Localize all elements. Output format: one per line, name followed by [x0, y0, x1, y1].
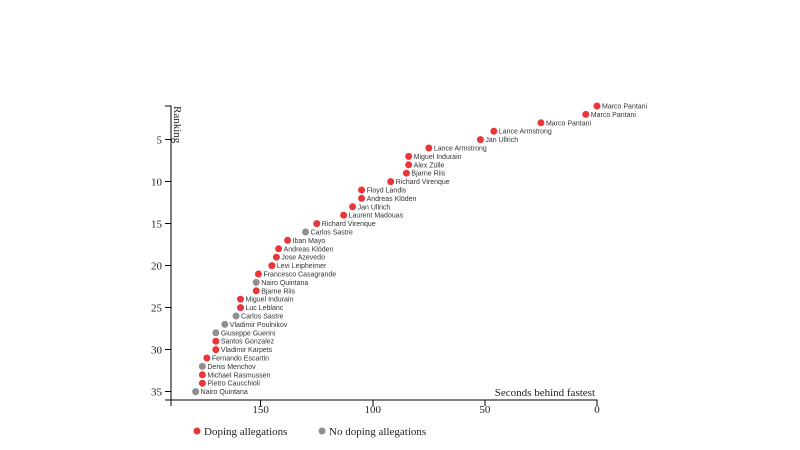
point — [476, 136, 484, 144]
point — [405, 161, 413, 169]
x-tick-label: 0 — [594, 404, 600, 416]
point-label: Miguel Indurain — [246, 297, 294, 304]
y-axis — [165, 105, 172, 401]
point-label: Levi Leipheimer — [277, 263, 327, 270]
point-label: Luc Leblanc — [246, 305, 284, 312]
point — [284, 236, 292, 244]
point — [192, 388, 200, 396]
point-label: Andreas Klöden — [367, 196, 417, 203]
point — [402, 169, 410, 177]
point-label: Nairo Quintana — [261, 280, 308, 287]
point-label: Giuseppe Guerini — [221, 330, 276, 337]
point-label: Carlos Sastre — [241, 314, 284, 321]
point-label: Marco Pantani — [602, 104, 648, 111]
legend-marker — [193, 427, 201, 435]
point — [593, 102, 601, 110]
point-label: Michael Rasmussen — [207, 372, 270, 379]
point — [405, 152, 413, 160]
point — [198, 371, 206, 379]
point — [237, 295, 245, 303]
point-label: Nairo Quintana — [201, 389, 248, 396]
point — [232, 312, 240, 320]
point-label: Andreas Klöden — [284, 246, 334, 253]
x-axis — [170, 399, 598, 406]
y-tick-label: 10 — [151, 177, 163, 189]
y-tick-label: 20 — [151, 261, 163, 273]
point-label: Laurent Madouas — [349, 213, 404, 220]
y-axis-label: Ranking — [171, 106, 183, 144]
point-label: Vladimir Poulnikov — [230, 322, 288, 329]
point-label: Alex Zülle — [414, 162, 445, 169]
point-label: Francesco Casagrande — [263, 272, 336, 279]
point — [387, 178, 395, 186]
point-label: Pietro Caucchioli — [207, 381, 260, 388]
point-label: Jose Azevedo — [281, 255, 325, 262]
y-tick-label: 5 — [157, 135, 163, 147]
point-label: Bjarne Riis — [261, 288, 295, 295]
point — [221, 320, 229, 328]
point — [358, 186, 366, 194]
point-label: Floyd Landis — [367, 188, 407, 195]
point — [272, 253, 280, 261]
point-label: Richard Virenque — [396, 179, 450, 186]
point — [212, 346, 220, 354]
y-tick-label: 35 — [151, 387, 163, 399]
legend-label: No doping allegations — [329, 426, 426, 438]
point — [212, 329, 220, 337]
point — [237, 304, 245, 312]
point — [198, 379, 206, 387]
point-label: Vladimir Karpets — [221, 347, 273, 354]
y-tick-label: 30 — [151, 345, 163, 357]
point-label: Bjarne Riis — [411, 171, 445, 178]
legend-label: Doping allegations — [204, 426, 287, 438]
point-label: Richard Virenque — [322, 221, 376, 228]
y-tick-label: 15 — [151, 219, 163, 231]
x-tick-label: 150 — [252, 404, 269, 416]
x-tick-label: 100 — [365, 404, 382, 416]
point-label: Marco Pantani — [546, 120, 592, 127]
point — [212, 337, 220, 345]
point — [425, 144, 433, 152]
point — [349, 203, 357, 211]
point — [275, 245, 283, 253]
point-label: Denis Menchov — [207, 364, 256, 371]
point-label: Carlos Sastre — [311, 230, 354, 237]
point — [358, 194, 366, 202]
point — [198, 362, 206, 370]
point-label: Iban Mayo — [293, 238, 326, 245]
point-label: Jan Ullrich — [358, 204, 391, 211]
point — [254, 270, 262, 278]
point-label: Lance Armstrong — [499, 129, 552, 136]
point — [252, 287, 260, 295]
point — [313, 220, 321, 228]
point-label: Marco Pantani — [591, 112, 637, 119]
x-tick-label: 50 — [479, 404, 491, 416]
point — [203, 354, 211, 362]
legend-marker — [318, 427, 326, 435]
point — [490, 127, 498, 135]
point — [537, 119, 545, 127]
point-label: Jan Ullrich — [485, 137, 518, 144]
point — [268, 262, 276, 270]
point-label: Fernando Escartin — [212, 356, 269, 363]
point — [582, 110, 590, 118]
y-tick-label: 25 — [151, 303, 163, 315]
point — [252, 278, 260, 286]
point-label: Miguel Indurain — [414, 154, 462, 161]
point — [302, 228, 310, 236]
point-label: Santos Gonzalez — [221, 339, 275, 346]
x-axis-label: Seconds behind fastest — [495, 387, 595, 399]
point — [340, 211, 348, 219]
point-label: Lance Armstrong — [434, 146, 487, 153]
